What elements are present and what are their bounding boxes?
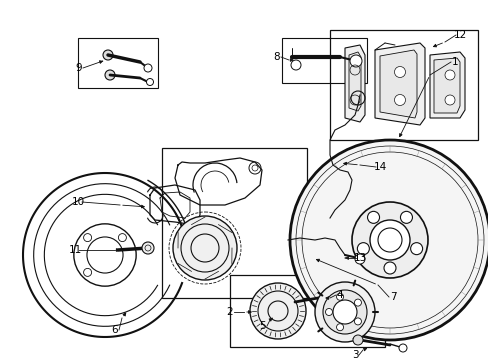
Circle shape: [444, 95, 454, 105]
Bar: [78, 38, 158, 88]
Text: 3: 3: [351, 350, 358, 360]
Text: 8: 8: [273, 52, 280, 62]
Circle shape: [143, 64, 152, 72]
Polygon shape: [374, 43, 424, 125]
Circle shape: [173, 216, 237, 280]
Polygon shape: [379, 50, 416, 118]
Text: 5: 5: [259, 321, 266, 331]
Circle shape: [394, 67, 405, 77]
Circle shape: [354, 299, 361, 306]
Circle shape: [398, 344, 406, 352]
Bar: [282, 38, 366, 83]
Circle shape: [349, 55, 361, 67]
Circle shape: [314, 282, 374, 342]
Circle shape: [352, 335, 362, 345]
Circle shape: [383, 262, 395, 274]
Text: 6: 6: [111, 325, 118, 335]
Circle shape: [336, 293, 343, 300]
Polygon shape: [348, 52, 360, 111]
Circle shape: [354, 254, 364, 264]
Text: 4: 4: [336, 290, 343, 300]
Text: 9: 9: [76, 63, 82, 73]
Circle shape: [351, 202, 427, 278]
Circle shape: [367, 211, 379, 223]
Text: 13: 13: [353, 253, 366, 263]
Polygon shape: [433, 58, 459, 113]
Text: 14: 14: [373, 162, 386, 172]
Circle shape: [332, 300, 356, 324]
Circle shape: [357, 243, 368, 255]
Bar: [329, 30, 477, 140]
Circle shape: [325, 309, 332, 315]
Circle shape: [394, 94, 405, 105]
Text: 7: 7: [389, 292, 395, 302]
Circle shape: [323, 290, 366, 334]
Text: 11: 11: [68, 245, 81, 255]
Text: 1: 1: [451, 57, 457, 67]
Circle shape: [354, 318, 361, 325]
Circle shape: [290, 60, 301, 70]
Polygon shape: [429, 52, 464, 118]
Circle shape: [336, 324, 343, 331]
Circle shape: [105, 70, 115, 80]
Text: 12: 12: [452, 30, 466, 40]
Text: 10: 10: [71, 197, 84, 207]
Circle shape: [369, 220, 409, 260]
Circle shape: [146, 78, 153, 85]
Circle shape: [289, 140, 488, 340]
Bar: [162, 148, 306, 298]
Circle shape: [410, 243, 422, 255]
Circle shape: [400, 211, 411, 223]
Circle shape: [142, 242, 154, 254]
Circle shape: [377, 228, 401, 252]
Bar: [229, 275, 384, 347]
Circle shape: [444, 70, 454, 80]
Text: 2: 2: [226, 307, 233, 317]
Circle shape: [103, 50, 113, 60]
Polygon shape: [345, 45, 364, 122]
Circle shape: [249, 283, 305, 339]
